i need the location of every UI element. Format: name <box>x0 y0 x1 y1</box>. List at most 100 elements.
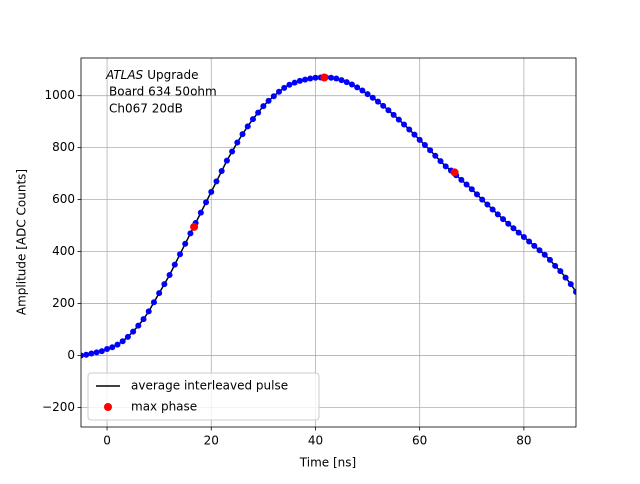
sample-point <box>562 274 569 281</box>
sample-point <box>135 322 142 329</box>
sample-point <box>307 75 314 82</box>
max-phase-point <box>320 73 329 82</box>
sample-point <box>182 240 189 247</box>
x-tick-label: 80 <box>516 434 531 448</box>
sample-point <box>270 93 277 100</box>
sample-point <box>218 168 225 175</box>
sample-point <box>432 152 439 159</box>
sample-point <box>552 262 559 269</box>
sample-point <box>421 142 428 149</box>
annotation-line: Board 634 50ohm <box>109 85 217 99</box>
axes-frame <box>80 57 577 428</box>
sample-point <box>479 196 486 203</box>
legend-label: average interleaved pulse <box>131 379 288 393</box>
annotation-italic: ATLAS <box>105 68 144 82</box>
max-phase-point <box>450 168 459 177</box>
sample-point <box>416 136 423 143</box>
sample-point <box>83 351 90 358</box>
y-tick-label: 200 <box>52 296 75 310</box>
sample-point <box>385 107 392 114</box>
annotation-line: Upgrade <box>147 68 198 82</box>
sample-point <box>239 131 246 138</box>
sample-point <box>114 341 121 348</box>
annotation-line: Ch067 20dB <box>109 102 183 116</box>
sample-point <box>104 346 111 353</box>
sample-point <box>333 75 340 82</box>
annotation: ATLAS Upgrade <box>105 68 199 82</box>
sample-point <box>161 281 168 288</box>
sample-point <box>390 111 397 118</box>
sample-point <box>348 81 355 88</box>
x-tick-label: 20 <box>204 434 219 448</box>
sample-point <box>98 348 105 355</box>
sample-point <box>474 191 480 198</box>
sample-point <box>156 290 163 297</box>
x-axis-label: Time [ns] <box>299 456 356 470</box>
sample-point <box>208 188 215 195</box>
sample-point <box>489 206 496 213</box>
sample-point <box>203 199 210 206</box>
sample-point <box>276 88 282 95</box>
sample-point <box>140 316 147 323</box>
sample-point <box>150 299 157 306</box>
sample-point <box>520 234 527 241</box>
sample-point <box>546 256 553 263</box>
sample-point <box>338 77 345 84</box>
y-tick-label: 0 <box>67 348 75 362</box>
sample-point <box>541 251 548 258</box>
sample-point <box>171 261 178 268</box>
y-tick-label: −200 <box>42 400 75 414</box>
sample-point <box>124 333 131 340</box>
y-tick-label: 800 <box>52 140 75 154</box>
sample-point <box>468 186 475 193</box>
sample-point <box>427 147 434 154</box>
sample-point <box>249 116 256 123</box>
sample-point <box>93 349 100 356</box>
sample-point <box>359 87 366 94</box>
sample-point <box>291 79 298 86</box>
sample-point <box>567 281 574 288</box>
y-tick-label: 600 <box>52 192 75 206</box>
sample-point <box>187 230 194 237</box>
sample-point <box>286 81 293 88</box>
sample-point <box>88 350 95 357</box>
sample-point <box>145 308 152 315</box>
legend-marker <box>104 403 112 411</box>
legend-label: max phase <box>131 400 197 414</box>
sample-point <box>223 157 230 164</box>
sample-point <box>369 94 376 101</box>
sample-point <box>411 131 418 138</box>
sample-point <box>442 163 449 170</box>
sample-point <box>343 79 350 86</box>
y-axis-label: Amplitude [ADC Counts] <box>15 169 29 315</box>
sample-point <box>229 148 236 155</box>
sample-point <box>119 338 126 345</box>
x-tick-label: 40 <box>308 434 323 448</box>
y-tick-label: 1000 <box>44 88 75 102</box>
sample-point <box>109 344 116 351</box>
sample-point <box>281 84 288 91</box>
x-tick-label: 60 <box>412 434 427 448</box>
sample-point <box>255 109 262 116</box>
sample-point <box>484 201 491 208</box>
sample-point <box>234 139 241 146</box>
sample-point <box>354 84 361 91</box>
sample-point <box>531 242 538 249</box>
sample-point <box>526 238 533 245</box>
sample-point <box>406 126 413 133</box>
sample-point <box>328 74 335 81</box>
max-phase-point <box>190 222 199 231</box>
sample-point <box>557 268 564 275</box>
x-tick-label: 0 <box>103 434 111 448</box>
sample-point <box>395 116 402 123</box>
sample-point <box>437 158 444 165</box>
sample-point <box>573 288 576 295</box>
sample-point <box>296 77 303 84</box>
sample-point <box>494 211 501 218</box>
legend-box <box>87 372 320 421</box>
sample-point <box>177 251 183 258</box>
y-tick-label: 400 <box>52 244 75 258</box>
sample-point <box>213 178 220 185</box>
sample-point <box>515 229 522 236</box>
